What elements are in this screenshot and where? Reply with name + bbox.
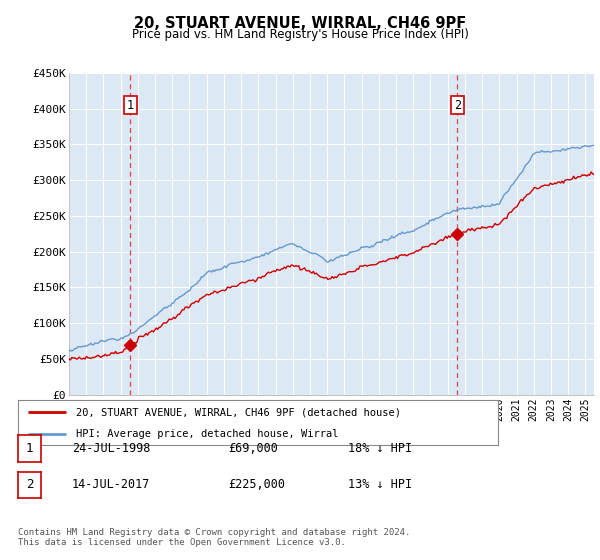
Text: Price paid vs. HM Land Registry's House Price Index (HPI): Price paid vs. HM Land Registry's House …	[131, 28, 469, 41]
Text: 13% ↓ HPI: 13% ↓ HPI	[348, 478, 412, 492]
Text: 18% ↓ HPI: 18% ↓ HPI	[348, 442, 412, 455]
Text: 2: 2	[454, 99, 461, 111]
Text: 1: 1	[26, 442, 33, 455]
Text: 1: 1	[127, 99, 134, 111]
Text: HPI: Average price, detached house, Wirral: HPI: Average price, detached house, Wirr…	[76, 429, 338, 439]
Text: 20, STUART AVENUE, WIRRAL, CH46 9PF (detached house): 20, STUART AVENUE, WIRRAL, CH46 9PF (det…	[76, 408, 401, 418]
Text: £69,000: £69,000	[228, 442, 278, 455]
Text: Contains HM Land Registry data © Crown copyright and database right 2024.
This d: Contains HM Land Registry data © Crown c…	[18, 528, 410, 547]
Text: 24-JUL-1998: 24-JUL-1998	[72, 442, 151, 455]
Text: 2: 2	[26, 478, 33, 492]
Text: 14-JUL-2017: 14-JUL-2017	[72, 478, 151, 492]
Text: £225,000: £225,000	[228, 478, 285, 492]
Text: 20, STUART AVENUE, WIRRAL, CH46 9PF: 20, STUART AVENUE, WIRRAL, CH46 9PF	[134, 16, 466, 31]
